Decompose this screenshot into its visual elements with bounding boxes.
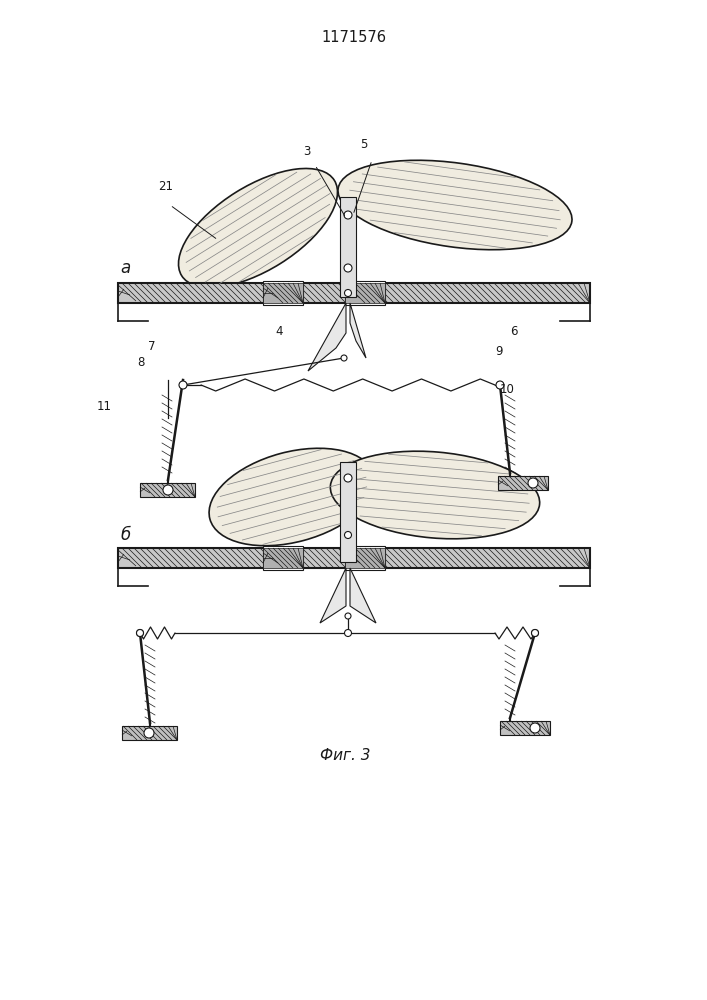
Text: 4: 4	[275, 325, 283, 338]
Circle shape	[144, 728, 154, 738]
Bar	[263, 283, 303, 303]
Bar	[340, 462, 356, 562]
Bar	[345, 281, 385, 305]
Circle shape	[136, 630, 144, 637]
Bar	[263, 281, 303, 305]
Bar	[263, 548, 303, 568]
Text: 1171576: 1171576	[322, 30, 387, 45]
Circle shape	[496, 381, 503, 388]
Circle shape	[136, 630, 144, 637]
Circle shape	[179, 381, 187, 389]
Text: Фиг. 3: Фиг. 3	[320, 748, 370, 763]
Circle shape	[345, 613, 351, 619]
Ellipse shape	[330, 451, 539, 539]
Circle shape	[180, 381, 187, 388]
Bar	[345, 283, 385, 303]
Text: 6: 6	[510, 325, 518, 338]
Bar	[118, 548, 590, 568]
Circle shape	[496, 381, 504, 389]
Polygon shape	[350, 568, 376, 623]
Circle shape	[344, 290, 351, 296]
Bar	[122, 726, 177, 740]
Ellipse shape	[209, 448, 375, 546]
Bar	[345, 546, 385, 570]
Circle shape	[341, 355, 347, 361]
Polygon shape	[308, 303, 346, 371]
Circle shape	[532, 630, 539, 637]
Text: 10: 10	[500, 383, 515, 396]
Bar	[345, 548, 385, 568]
Text: 7: 7	[148, 340, 156, 353]
Polygon shape	[320, 568, 346, 623]
Text: 8: 8	[137, 356, 144, 369]
Circle shape	[344, 264, 352, 272]
Text: 9: 9	[495, 345, 503, 358]
Text: 3: 3	[303, 145, 310, 158]
Polygon shape	[350, 303, 366, 358]
Bar	[340, 197, 356, 297]
Circle shape	[344, 211, 352, 219]
Ellipse shape	[178, 168, 337, 288]
Circle shape	[344, 532, 351, 538]
Bar	[498, 476, 548, 490]
Circle shape	[528, 478, 538, 488]
Circle shape	[344, 474, 352, 482]
Bar	[500, 721, 550, 735]
Text: 11: 11	[97, 400, 112, 413]
Circle shape	[344, 630, 351, 637]
Ellipse shape	[338, 160, 572, 250]
Circle shape	[532, 630, 539, 637]
Bar	[118, 283, 590, 303]
Circle shape	[163, 485, 173, 495]
Text: 21: 21	[158, 180, 173, 193]
Bar	[140, 483, 195, 497]
Text: а: а	[120, 259, 130, 277]
Circle shape	[530, 723, 540, 733]
Text: 5: 5	[360, 138, 368, 151]
Bar	[263, 546, 303, 570]
Text: б: б	[120, 526, 130, 544]
